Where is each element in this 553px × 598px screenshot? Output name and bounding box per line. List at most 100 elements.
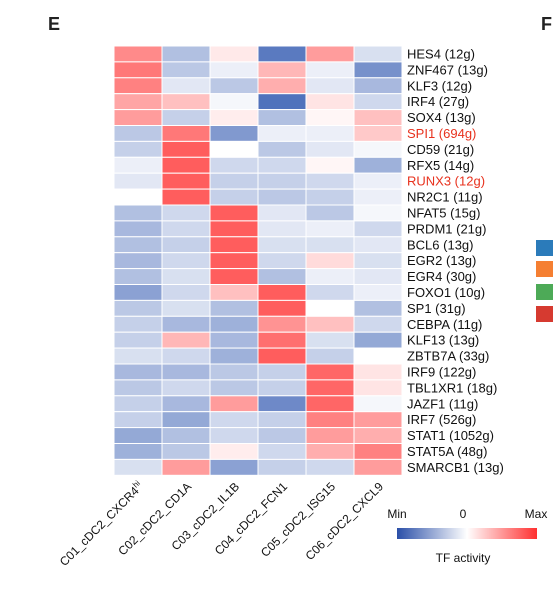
heatmap-cell <box>209 156 259 174</box>
heatmap-cell <box>161 315 211 333</box>
row-label: SMARCB1 (13g) <box>407 460 504 475</box>
heatmap-cell <box>113 252 163 270</box>
row-label: IRF9 (122g) <box>407 364 476 379</box>
heatmap-cell <box>305 268 355 286</box>
heatmap-cell <box>257 77 307 95</box>
row-labels: HES4 (12g)ZNF467 (13g)KLF3 (12g)IRF4 (27… <box>407 46 504 474</box>
heatmap-cell <box>113 45 163 63</box>
heatmap-cell <box>161 252 211 270</box>
heatmap-cell <box>161 268 211 286</box>
heatmap-cell <box>161 284 211 301</box>
heatmap-cell <box>353 331 403 349</box>
row-label: ZNF467 (13g) <box>407 62 488 77</box>
heatmap-cell <box>353 204 403 222</box>
heatmap-cell <box>257 125 307 142</box>
heatmap-cell <box>257 331 307 349</box>
heatmap-cell <box>353 284 403 301</box>
heatmap-cell <box>257 268 307 286</box>
heatmap-cell <box>161 109 211 126</box>
heatmap-cell <box>305 45 355 63</box>
panel-label-f: F <box>541 14 552 34</box>
row-label: CD59 (21g) <box>407 142 474 157</box>
row-label: CEBPA (11g) <box>407 317 482 332</box>
legend-mid-label: 0 <box>460 507 467 521</box>
heatmap-cell <box>305 236 355 254</box>
heatmap-cell <box>113 268 163 286</box>
heatmap-cell <box>209 268 259 286</box>
row-label: STAT1 (1052g) <box>407 428 494 443</box>
legend-swatch-red <box>536 306 553 322</box>
heatmap-cell <box>161 299 211 317</box>
heatmap-cell <box>113 109 163 126</box>
heatmap-cell <box>209 363 259 381</box>
legend-swatch-blue <box>536 240 553 256</box>
heatmap-cell <box>209 236 259 254</box>
heatmap-cell <box>257 61 307 79</box>
heatmap-cell <box>257 236 307 254</box>
heatmap-cell <box>353 379 403 397</box>
heatmap-cell <box>161 61 211 79</box>
heatmap-cell <box>257 93 307 111</box>
heatmap-cell <box>257 45 307 63</box>
heatmap-cell <box>353 172 403 190</box>
heatmap-cell <box>353 140 403 158</box>
heatmap-cell <box>113 156 163 174</box>
legend-swatch-green <box>536 284 553 300</box>
heatmap-cell <box>305 315 355 333</box>
heatmap-cell <box>209 77 259 95</box>
row-label: KLF3 (12g) <box>407 78 472 93</box>
heatmap-cell <box>257 411 307 429</box>
heatmap-cell <box>113 236 163 254</box>
heatmap-cell <box>209 204 259 222</box>
heatmap-cell <box>113 204 163 222</box>
heatmap-cell <box>353 411 403 429</box>
heatmap-cell <box>161 363 211 381</box>
heatmap-cell <box>353 188 403 206</box>
row-label: SPI1 (694g) <box>407 126 476 141</box>
row-label: BCL6 (13g) <box>407 237 473 252</box>
heatmap-cell <box>353 347 403 365</box>
heatmap-cell <box>257 252 307 270</box>
heatmap-cell <box>257 427 307 445</box>
heatmap-cell <box>209 379 259 397</box>
heatmap-cell <box>161 156 211 174</box>
heatmap-cell <box>353 156 403 174</box>
heatmap-cell <box>161 458 211 476</box>
heatmap-cell <box>353 220 403 238</box>
heatmap-cell <box>353 236 403 254</box>
tf-activity-legend: Min 0 Max TF activity <box>387 507 547 565</box>
row-label: SOX4 (13g) <box>407 110 476 125</box>
heatmap-cell <box>257 395 307 413</box>
heatmap-cell <box>305 156 355 174</box>
heatmap-cell <box>161 379 211 397</box>
row-label: KLF13 (13g) <box>407 333 479 348</box>
heatmap-cells <box>113 45 403 476</box>
heatmap-cell <box>113 284 163 301</box>
row-label: RUNX3 (12g) <box>407 174 485 189</box>
row-label: SP1 (31g) <box>407 301 466 316</box>
heatmap-cell <box>209 188 259 206</box>
legend-max-label: Max <box>525 507 548 521</box>
heatmap-cell <box>209 299 259 317</box>
heatmap-cell <box>305 61 355 79</box>
heatmap-cell <box>113 331 163 349</box>
heatmap-cell <box>209 284 259 301</box>
heatmap-cell <box>305 458 355 476</box>
heatmap-cell <box>161 347 211 365</box>
heatmap-cell <box>257 156 307 174</box>
heatmap-cell <box>257 188 307 206</box>
heatmap-cell <box>257 140 307 158</box>
heatmap-cell <box>113 77 163 95</box>
heatmap-cell <box>257 443 307 460</box>
heatmap-cell <box>305 284 355 301</box>
heatmap-cell <box>353 45 403 63</box>
heatmap-cell <box>161 125 211 142</box>
heatmap-cell <box>305 109 355 126</box>
heatmap-cell <box>305 77 355 95</box>
heatmap-cell <box>305 299 355 317</box>
heatmap-cell <box>257 284 307 301</box>
row-label: TBL1XR1 (18g) <box>407 380 497 395</box>
row-label: PRDM1 (21g) <box>407 221 486 236</box>
heatmap-cell <box>161 188 211 206</box>
